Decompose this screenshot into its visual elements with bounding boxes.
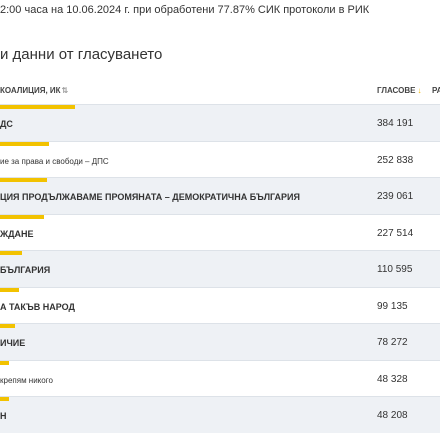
vote-count: 239 061 bbox=[377, 191, 414, 202]
party-name: крепям никого bbox=[0, 375, 53, 385]
party-name: Н bbox=[0, 411, 7, 421]
vote-count: 48 328 bbox=[377, 373, 408, 385]
table-row[interactable]: ие за права и свободи – ДПС 252 838 bbox=[0, 140, 440, 178]
table-row[interactable]: ЖДАНЕ 227 514 bbox=[0, 213, 440, 251]
party-name: ДС bbox=[0, 119, 13, 129]
column-header-votes-label: ГЛАСОВЕ bbox=[377, 86, 416, 95]
table-row[interactable]: БЪЛГАРИЯ 110 595 bbox=[0, 250, 440, 287]
party-name: А ТАКЪВ НАРОД bbox=[0, 301, 75, 312]
table-row[interactable]: ДС 384 191 bbox=[0, 104, 440, 141]
vote-count: 227 514 bbox=[377, 227, 414, 239]
sort-descending-icon[interactable]: ↓ bbox=[417, 86, 422, 95]
column-header-percent[interactable]: РА bbox=[432, 86, 440, 95]
table-row[interactable]: Н 48 208 bbox=[0, 396, 440, 433]
vote-count: 99 135 bbox=[377, 300, 408, 312]
vote-count: 252 838 bbox=[377, 154, 414, 166]
column-header-votes[interactable]: ГЛАСОВЕ ↓ bbox=[377, 86, 421, 95]
party-name: БЪЛГАРИЯ bbox=[0, 265, 51, 275]
vote-share-bar bbox=[0, 360, 10, 365]
column-header-coalition[interactable]: КОАЛИЦИЯ, ИК⇅ bbox=[0, 86, 68, 95]
table-row[interactable]: А ТАКЪВ НАРОД 99 135 bbox=[0, 286, 440, 324]
vote-count: 384 191 bbox=[377, 118, 414, 129]
column-header-coalition-label: КОАЛИЦИЯ, ИК bbox=[0, 86, 61, 95]
vote-count: 78 272 bbox=[377, 337, 408, 348]
vote-share-bar bbox=[0, 105, 75, 109]
party-name: ЦИЯ ПРОДЪЛЖАВАМЕ ПРОМЯНАТА – ДЕМОКРАТИЧН… bbox=[0, 192, 300, 202]
vote-count: 48 208 bbox=[377, 410, 408, 421]
vote-share-bar bbox=[0, 324, 16, 328]
party-name: ЖДАНЕ bbox=[0, 228, 34, 239]
vote-share-bar bbox=[0, 287, 20, 292]
table-row[interactable]: ЦИЯ ПРОДЪЛЖАВАМЕ ПРОМЯНАТА – ДЕМОКРАТИЧН… bbox=[0, 177, 440, 214]
vote-count: 110 595 bbox=[377, 264, 413, 275]
section-title: и данни от гласуването bbox=[0, 46, 163, 63]
table-row[interactable]: ИЧИЕ 78 272 bbox=[0, 323, 440, 360]
table-row[interactable]: крепям никого 48 328 bbox=[0, 359, 440, 397]
vote-share-bar bbox=[0, 141, 50, 146]
vote-share-bar bbox=[0, 397, 10, 401]
table-header: КОАЛИЦИЯ, ИК⇅ ГЛАСОВЕ ↓ РА bbox=[0, 76, 440, 104]
results-notice: 2:00 часа на 10.06.2024 г. при обработен… bbox=[0, 4, 370, 16]
party-name: ИЧИЕ bbox=[0, 338, 26, 348]
party-name: ие за права и свободи – ДПС bbox=[0, 156, 109, 166]
sort-icon[interactable]: ⇅ bbox=[61, 86, 69, 95]
vote-share-bar bbox=[0, 178, 47, 182]
vote-share-bar bbox=[0, 214, 45, 219]
vote-share-bar bbox=[0, 251, 22, 255]
